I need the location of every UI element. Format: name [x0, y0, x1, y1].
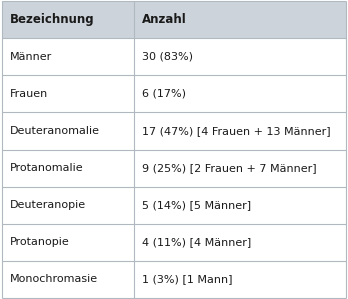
- Text: 6 (17%): 6 (17%): [142, 89, 186, 99]
- Text: Anzahl: Anzahl: [142, 13, 187, 27]
- Bar: [2, 39, 346, 76]
- Text: 9 (25%) [2 Frauen + 7 Männer]: 9 (25%) [2 Frauen + 7 Männer]: [142, 163, 317, 173]
- Text: Deuteranomalie: Deuteranomalie: [9, 126, 100, 136]
- Bar: [2, 187, 346, 224]
- Text: 4 (11%) [4 Männer]: 4 (11%) [4 Männer]: [142, 237, 251, 247]
- Bar: [2, 76, 346, 112]
- Bar: [2, 1, 346, 39]
- Text: 5 (14%) [5 Männer]: 5 (14%) [5 Männer]: [142, 200, 251, 210]
- Text: Frauen: Frauen: [9, 89, 48, 99]
- Text: 17 (47%) [4 Frauen + 13 Männer]: 17 (47%) [4 Frauen + 13 Männer]: [142, 126, 331, 136]
- Text: 1 (3%) [1 Mann]: 1 (3%) [1 Mann]: [142, 274, 232, 284]
- Bar: [2, 112, 346, 150]
- Text: Protanomalie: Protanomalie: [9, 163, 83, 173]
- Text: Protanopie: Protanopie: [9, 237, 69, 247]
- Bar: [2, 223, 346, 260]
- Text: Deuteranopie: Deuteranopie: [9, 200, 86, 210]
- Bar: [2, 260, 346, 298]
- Text: Männer: Männer: [9, 52, 52, 62]
- Text: 30 (83%): 30 (83%): [142, 52, 193, 62]
- Text: Bezeichnung: Bezeichnung: [9, 13, 94, 27]
- Bar: [2, 150, 346, 187]
- Text: Monochromasie: Monochromasie: [9, 274, 97, 284]
